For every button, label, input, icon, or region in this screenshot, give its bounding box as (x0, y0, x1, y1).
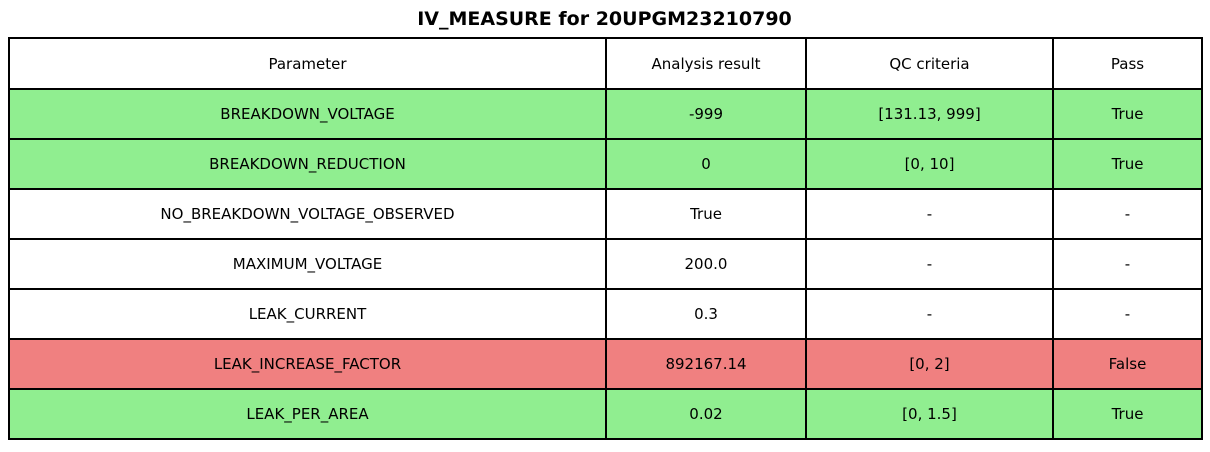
column-header-parameter: Parameter (8, 37, 607, 90)
cell-qc-criteria: [0, 2] (805, 338, 1054, 390)
cell-analysis-result: 892167.14 (605, 338, 807, 390)
header-row: Parameter Analysis result QC criteria Pa… (8, 37, 1203, 90)
table-row: MAXIMUM_VOLTAGE 200.0 - - (8, 238, 1203, 290)
cell-pass: True (1052, 138, 1203, 190)
table-row: BREAKDOWN_REDUCTION 0 [0, 10] True (8, 138, 1203, 190)
page-title: IV_MEASURE for 20UPGM23210790 (417, 8, 792, 30)
cell-qc-criteria: [0, 10] (805, 138, 1054, 190)
cell-parameter: NO_BREAKDOWN_VOLTAGE_OBSERVED (8, 188, 607, 240)
cell-parameter: LEAK_PER_AREA (8, 388, 607, 440)
qc-table: Parameter Analysis result QC criteria Pa… (8, 37, 1203, 440)
cell-analysis-result: True (605, 188, 807, 240)
cell-pass: True (1052, 88, 1203, 140)
cell-pass: - (1052, 238, 1203, 290)
table-row: BREAKDOWN_VOLTAGE -999 [131.13, 999] Tru… (8, 88, 1203, 140)
cell-qc-criteria: [0, 1.5] (805, 388, 1054, 440)
cell-analysis-result: 0 (605, 138, 807, 190)
table-row: NO_BREAKDOWN_VOLTAGE_OBSERVED True - - (8, 188, 1203, 240)
table-row: LEAK_INCREASE_FACTOR 892167.14 [0, 2] Fa… (8, 338, 1203, 390)
cell-qc-criteria: - (805, 188, 1054, 240)
cell-parameter: BREAKDOWN_REDUCTION (8, 138, 607, 190)
cell-analysis-result: 0.02 (605, 388, 807, 440)
cell-analysis-result: 200.0 (605, 238, 807, 290)
column-header-pass: Pass (1052, 37, 1203, 90)
table-row: LEAK_CURRENT 0.3 - - (8, 288, 1203, 340)
cell-qc-criteria: - (805, 288, 1054, 340)
column-header-qc-criteria: QC criteria (805, 37, 1054, 90)
cell-parameter: MAXIMUM_VOLTAGE (8, 238, 607, 290)
column-header-analysis-result: Analysis result (605, 37, 807, 90)
cell-analysis-result: -999 (605, 88, 807, 140)
cell-qc-criteria: [131.13, 999] (805, 88, 1054, 140)
cell-pass: - (1052, 188, 1203, 240)
cell-pass: - (1052, 288, 1203, 340)
cell-pass: True (1052, 388, 1203, 440)
cell-qc-criteria: - (805, 238, 1054, 290)
cell-analysis-result: 0.3 (605, 288, 807, 340)
table-row: LEAK_PER_AREA 0.02 [0, 1.5] True (8, 388, 1203, 440)
cell-parameter: LEAK_INCREASE_FACTOR (8, 338, 607, 390)
cell-parameter: BREAKDOWN_VOLTAGE (8, 88, 607, 140)
cell-parameter: LEAK_CURRENT (8, 288, 607, 340)
iv-measure-report: IV_MEASURE for 20UPGM23210790 Parameter … (0, 6, 1210, 452)
cell-pass: False (1052, 338, 1203, 390)
